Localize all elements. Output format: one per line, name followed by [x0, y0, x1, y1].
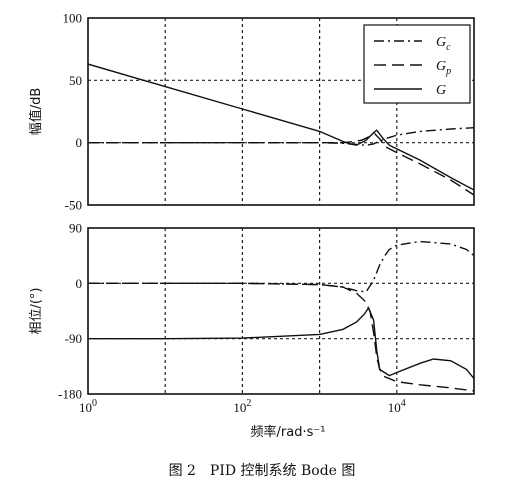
plot-frame — [87, 17, 475, 206]
figure-caption: 图 2 PID 控制系统 Bode 图 — [169, 463, 356, 479]
x-tick-label: 104 — [388, 398, 406, 415]
phase-panel: 90 0 -90 -180 相位/(°) 100 102 104 — [29, 221, 475, 415]
x-axis-label: 频率/rad·s⁻¹ — [251, 424, 326, 440]
y-axis-label: 幅值/dB — [28, 88, 44, 136]
legend-label-gp: Gp — [436, 59, 451, 77]
series-line-g — [88, 306, 474, 380]
y-tick-label: -180 — [58, 387, 82, 402]
y-tick-label: 90 — [69, 221, 82, 236]
series-line-gp — [88, 282, 474, 392]
series-line-gc — [88, 127, 474, 146]
plot-frame — [87, 227, 475, 395]
y-tick-label: 0 — [76, 135, 83, 150]
x-tick-label: 102 — [233, 398, 251, 415]
series-line-gc — [88, 240, 474, 293]
series-line-gp — [88, 133, 474, 196]
y-tick-label: -50 — [65, 198, 82, 213]
legend-label-g: G — [436, 83, 446, 98]
y-tick-label: 50 — [69, 73, 82, 88]
y-tick-label: 0 — [76, 276, 83, 291]
y-tick-label: 100 — [63, 11, 83, 26]
legend: Gc Gp G — [363, 24, 471, 104]
y-axis-label: 相位/(°) — [29, 287, 44, 334]
legend-box — [363, 24, 471, 104]
x-tick-label: 100 — [79, 398, 97, 415]
y-tick-label: -90 — [65, 331, 82, 346]
legend-label-gc: Gc — [436, 35, 451, 53]
series-line-g — [88, 63, 474, 191]
